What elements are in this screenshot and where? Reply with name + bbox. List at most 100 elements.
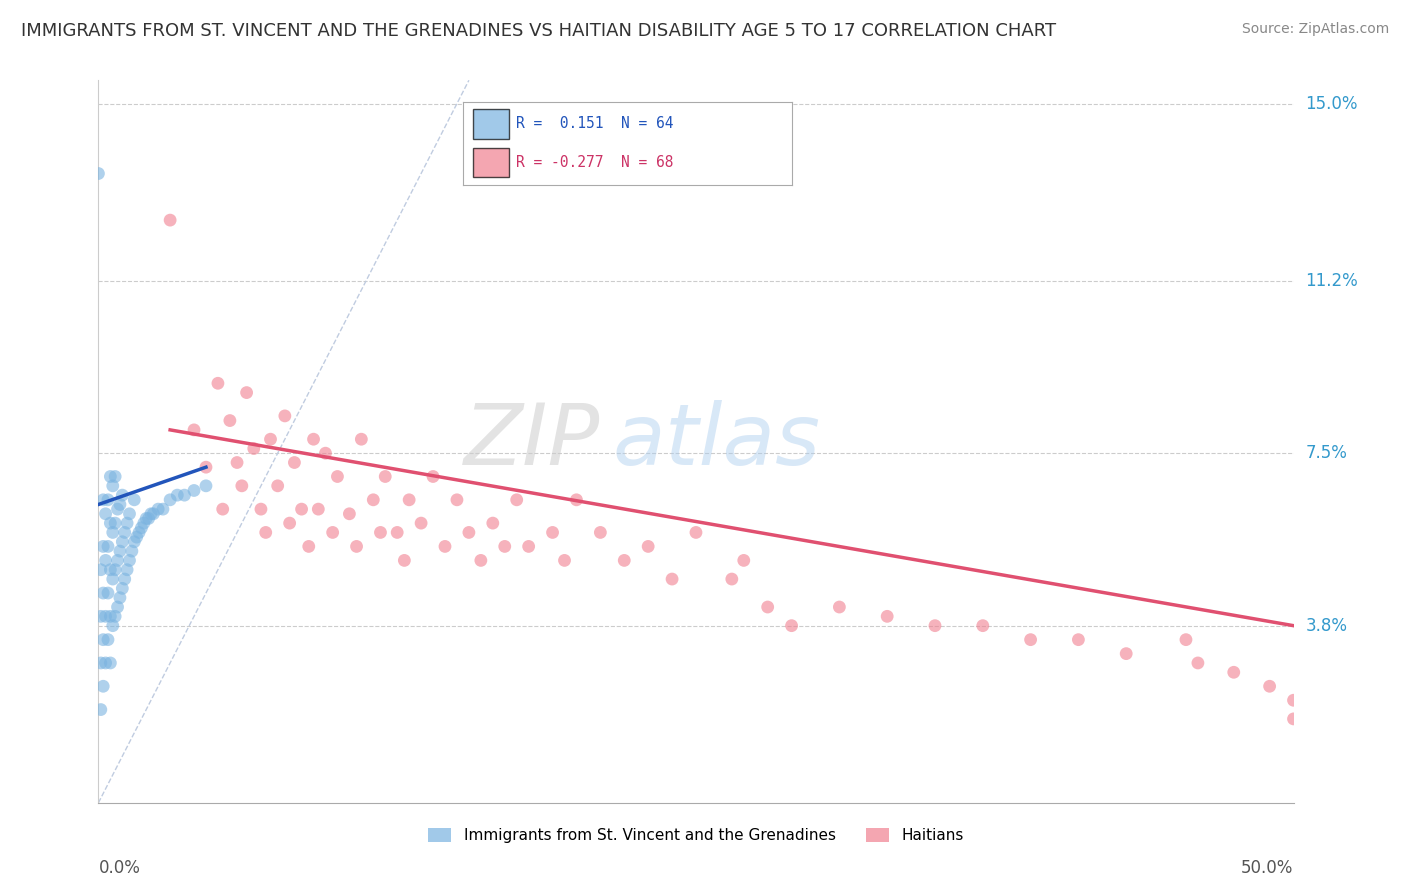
Point <box>481 516 505 530</box>
Point <box>104 469 127 483</box>
Point <box>111 488 134 502</box>
Point <box>139 507 162 521</box>
Point <box>90 702 112 716</box>
Point <box>274 409 297 423</box>
Point <box>159 492 181 507</box>
Point <box>828 600 851 615</box>
Point <box>876 609 898 624</box>
Point <box>97 586 120 600</box>
Point <box>101 525 124 540</box>
Point <box>90 609 112 624</box>
Point <box>226 456 249 470</box>
Point <box>91 540 114 554</box>
Point <box>128 525 150 540</box>
Point <box>411 516 433 530</box>
Point <box>138 511 160 525</box>
Text: 0.0%: 0.0% <box>98 859 141 877</box>
Point <box>565 492 588 507</box>
Point <box>302 432 325 446</box>
Point <box>104 563 127 577</box>
Point <box>118 507 141 521</box>
Point <box>211 502 233 516</box>
Point <box>506 492 529 507</box>
Point <box>1282 693 1305 707</box>
Point <box>107 553 129 567</box>
Point <box>254 525 277 540</box>
Point <box>470 553 492 567</box>
Point <box>207 376 229 391</box>
Point <box>101 479 124 493</box>
Point <box>346 540 368 554</box>
Point <box>108 498 131 512</box>
Point <box>350 432 373 446</box>
Point <box>434 540 457 554</box>
Point <box>98 609 122 624</box>
Point <box>98 656 122 670</box>
Point <box>124 492 146 507</box>
Point <box>108 544 131 558</box>
Point <box>1067 632 1090 647</box>
Point <box>1282 712 1305 726</box>
Text: 3.8%: 3.8% <box>1306 616 1347 635</box>
Point <box>924 618 946 632</box>
Point <box>97 492 120 507</box>
Point <box>97 632 120 647</box>
Point <box>90 656 112 670</box>
Point <box>721 572 744 586</box>
Point <box>637 540 659 554</box>
Point <box>259 432 281 446</box>
Point <box>780 618 803 632</box>
Point <box>422 469 444 483</box>
Point <box>124 534 146 549</box>
Point <box>1223 665 1246 680</box>
Point <box>104 516 127 530</box>
Point <box>339 507 361 521</box>
Point <box>458 525 481 540</box>
Point <box>322 525 344 540</box>
Point <box>298 540 321 554</box>
Point <box>107 502 129 516</box>
Point <box>685 525 707 540</box>
Point <box>148 502 170 516</box>
Point <box>1187 656 1209 670</box>
Point <box>111 582 134 596</box>
Point <box>159 213 181 227</box>
Point <box>97 540 120 554</box>
Point <box>370 525 392 540</box>
Legend: Immigrants from St. Vincent and the Grenadines, Haitians: Immigrants from St. Vincent and the Gren… <box>422 822 970 849</box>
Point <box>554 553 576 567</box>
Point <box>107 600 129 615</box>
Text: 7.5%: 7.5% <box>1306 444 1347 462</box>
Point <box>91 586 114 600</box>
Point <box>363 492 385 507</box>
Point <box>114 572 136 586</box>
Point <box>152 502 174 516</box>
Point <box>114 525 136 540</box>
Point <box>135 511 157 525</box>
Text: 50.0%: 50.0% <box>1241 859 1294 877</box>
Point <box>142 507 165 521</box>
Point <box>1258 679 1281 693</box>
Point <box>446 492 468 507</box>
Point <box>494 540 516 554</box>
Point <box>98 516 122 530</box>
Point <box>94 507 117 521</box>
Point <box>94 609 117 624</box>
Text: 11.2%: 11.2% <box>1306 272 1358 290</box>
Point <box>267 479 290 493</box>
Point <box>91 679 114 693</box>
Point <box>235 385 257 400</box>
Point <box>661 572 683 586</box>
Point <box>98 469 122 483</box>
Text: IMMIGRANTS FROM ST. VINCENT AND THE GRENADINES VS HAITIAN DISABILITY AGE 5 TO 17: IMMIGRANTS FROM ST. VINCENT AND THE GREN… <box>21 22 1056 40</box>
Point <box>613 553 636 567</box>
Point <box>398 492 420 507</box>
Text: atlas: atlas <box>613 400 820 483</box>
Point <box>90 563 112 577</box>
Point <box>101 572 124 586</box>
Text: ZIP: ZIP <box>464 400 600 483</box>
Point <box>195 479 218 493</box>
Text: 15.0%: 15.0% <box>1306 95 1358 112</box>
Point <box>183 423 205 437</box>
Point <box>756 600 779 615</box>
